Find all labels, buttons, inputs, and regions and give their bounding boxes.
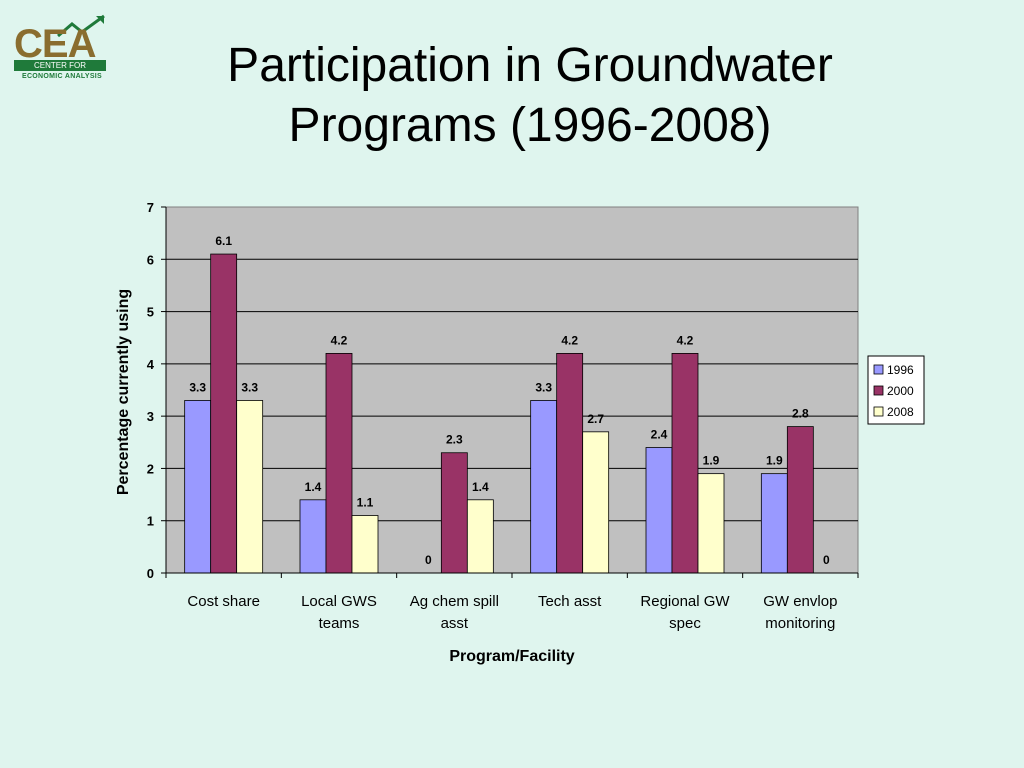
y-axis-title: Percentage currently using [115, 289, 132, 495]
category-label: teams [319, 615, 360, 632]
category-label: Tech asst [538, 593, 602, 610]
data-label: 1.9 [766, 454, 783, 468]
logo-subtitle: ECONOMIC ANALYSIS [21, 73, 103, 80]
bar-2008 [466, 499, 494, 574]
category-label: asst [441, 615, 469, 632]
plot-area [165, 206, 859, 574]
bar-2000 [210, 253, 238, 574]
category-label: Cost share [187, 593, 260, 610]
data-label: 0 [823, 553, 830, 567]
y-tick-label: 7 [147, 200, 154, 215]
data-label: 4.2 [331, 333, 348, 347]
category-label: monitoring [765, 615, 835, 632]
y-tick-label: 0 [147, 566, 154, 581]
category-label: Local GWS [301, 593, 377, 610]
y-tick-label: 5 [147, 305, 154, 320]
legend-label: 2008 [887, 405, 914, 419]
category-label: spec [669, 615, 701, 632]
data-label: 2.8 [792, 407, 809, 421]
axes: 0 1 2 3 4 5 6 7 Cost share Local GWS teams Ag chem … [147, 200, 859, 632]
legend-swatch [873, 364, 884, 375]
bars [184, 253, 814, 574]
data-labels: 3.3 6.1 3.3 1.4 4.2 1.1 0 2.3 1.4 3.3 4.2 2.7 2.4 4.2… [189, 234, 830, 567]
data-label: 0 [425, 553, 432, 567]
data-label: 4.2 [561, 333, 578, 347]
bar-1996 [184, 400, 212, 574]
bar-2008 [351, 515, 379, 574]
data-label: 1.4 [472, 480, 489, 494]
category-label: GW envlop [763, 593, 837, 610]
data-label: 3.3 [189, 380, 206, 394]
data-label: 3.3 [241, 380, 258, 394]
data-label: 2.7 [587, 412, 604, 426]
bar-2000 [671, 352, 699, 574]
data-label: 2.3 [446, 433, 463, 447]
legend-label: 2000 [887, 384, 914, 398]
category-label: Ag chem spill [410, 593, 499, 610]
legend: 1996 2000 2008 [867, 355, 925, 425]
logo-mark: CEA [14, 22, 96, 66]
bar-1996 [645, 447, 673, 574]
data-label: 4.2 [677, 333, 694, 347]
y-tick-label: 6 [147, 252, 154, 267]
bar-2000 [440, 452, 468, 574]
bar-1996 [530, 400, 558, 574]
bar-1996 [299, 499, 327, 574]
bar-2008 [582, 431, 610, 574]
y-tick-label: 1 [147, 514, 154, 529]
bar-2000 [786, 426, 814, 574]
legend-swatch [873, 385, 884, 396]
x-axis-title: Program/Facility [449, 648, 574, 665]
slide-title: Participation in Groundwater Programs (1… [227, 39, 833, 152]
y-tick-label: 4 [147, 357, 155, 372]
cea-logo: CEA CENTER FOR ECONOMIC ANALYSIS [10, 12, 110, 84]
data-label: 1.4 [305, 480, 322, 494]
data-label: 3.3 [535, 380, 552, 394]
legend-label: 1996 [887, 363, 914, 377]
data-label: 2.4 [651, 428, 668, 442]
gridlines [166, 258, 858, 522]
logo-band: CENTER FOR [14, 60, 106, 71]
y-tick-label: 3 [147, 409, 154, 424]
legend-swatch [873, 406, 884, 417]
bar-2008 [697, 473, 725, 574]
growth-arrow-icon [57, 14, 105, 38]
data-label: 6.1 [215, 234, 232, 248]
category-label: Regional GW [640, 593, 730, 610]
bar-2000 [556, 352, 584, 574]
data-label: 1.1 [357, 495, 374, 509]
bar-2000 [325, 352, 353, 574]
data-label: 1.9 [703, 454, 720, 468]
bar-2008 [236, 400, 264, 574]
y-tick-label: 2 [147, 461, 154, 476]
bar-1996 [760, 473, 788, 574]
